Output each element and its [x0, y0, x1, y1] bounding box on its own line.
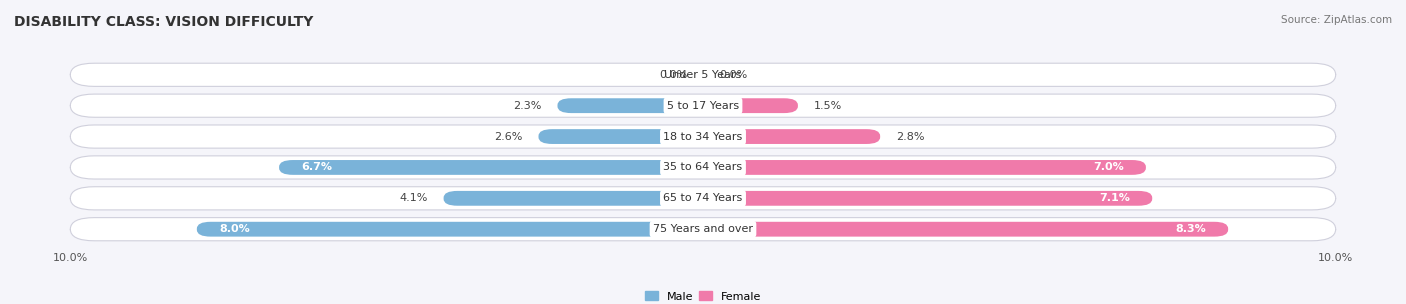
Text: Under 5 Years: Under 5 Years: [665, 70, 741, 80]
Text: DISABILITY CLASS: VISION DIFFICULTY: DISABILITY CLASS: VISION DIFFICULTY: [14, 15, 314, 29]
Text: 65 to 74 Years: 65 to 74 Years: [664, 193, 742, 203]
Text: 2.6%: 2.6%: [495, 132, 523, 142]
FancyBboxPatch shape: [70, 187, 1336, 210]
Text: 1.5%: 1.5%: [814, 101, 842, 111]
Text: 8.0%: 8.0%: [219, 224, 250, 234]
FancyBboxPatch shape: [703, 98, 799, 113]
FancyBboxPatch shape: [70, 218, 1336, 241]
Text: 18 to 34 Years: 18 to 34 Years: [664, 132, 742, 142]
Text: 7.0%: 7.0%: [1092, 162, 1123, 172]
FancyBboxPatch shape: [70, 156, 1336, 179]
FancyBboxPatch shape: [703, 129, 880, 144]
Text: 2.8%: 2.8%: [896, 132, 925, 142]
Text: 6.7%: 6.7%: [301, 162, 332, 172]
Text: 7.1%: 7.1%: [1099, 193, 1130, 203]
FancyBboxPatch shape: [538, 129, 703, 144]
Text: 4.1%: 4.1%: [399, 193, 427, 203]
Text: 75 Years and over: 75 Years and over: [652, 224, 754, 234]
Text: 0.0%: 0.0%: [659, 70, 688, 80]
FancyBboxPatch shape: [278, 160, 703, 175]
FancyBboxPatch shape: [70, 94, 1336, 117]
FancyBboxPatch shape: [70, 63, 1336, 86]
FancyBboxPatch shape: [703, 222, 1229, 237]
Text: 2.3%: 2.3%: [513, 101, 541, 111]
FancyBboxPatch shape: [558, 98, 703, 113]
Legend: Male, Female: Male, Female: [640, 287, 766, 304]
FancyBboxPatch shape: [444, 191, 703, 206]
FancyBboxPatch shape: [197, 222, 703, 237]
FancyBboxPatch shape: [70, 125, 1336, 148]
Text: 0.0%: 0.0%: [718, 70, 747, 80]
FancyBboxPatch shape: [703, 191, 1153, 206]
Text: 35 to 64 Years: 35 to 64 Years: [664, 162, 742, 172]
Text: 5 to 17 Years: 5 to 17 Years: [666, 101, 740, 111]
Text: 8.3%: 8.3%: [1175, 224, 1206, 234]
FancyBboxPatch shape: [703, 160, 1146, 175]
Text: Source: ZipAtlas.com: Source: ZipAtlas.com: [1281, 15, 1392, 25]
